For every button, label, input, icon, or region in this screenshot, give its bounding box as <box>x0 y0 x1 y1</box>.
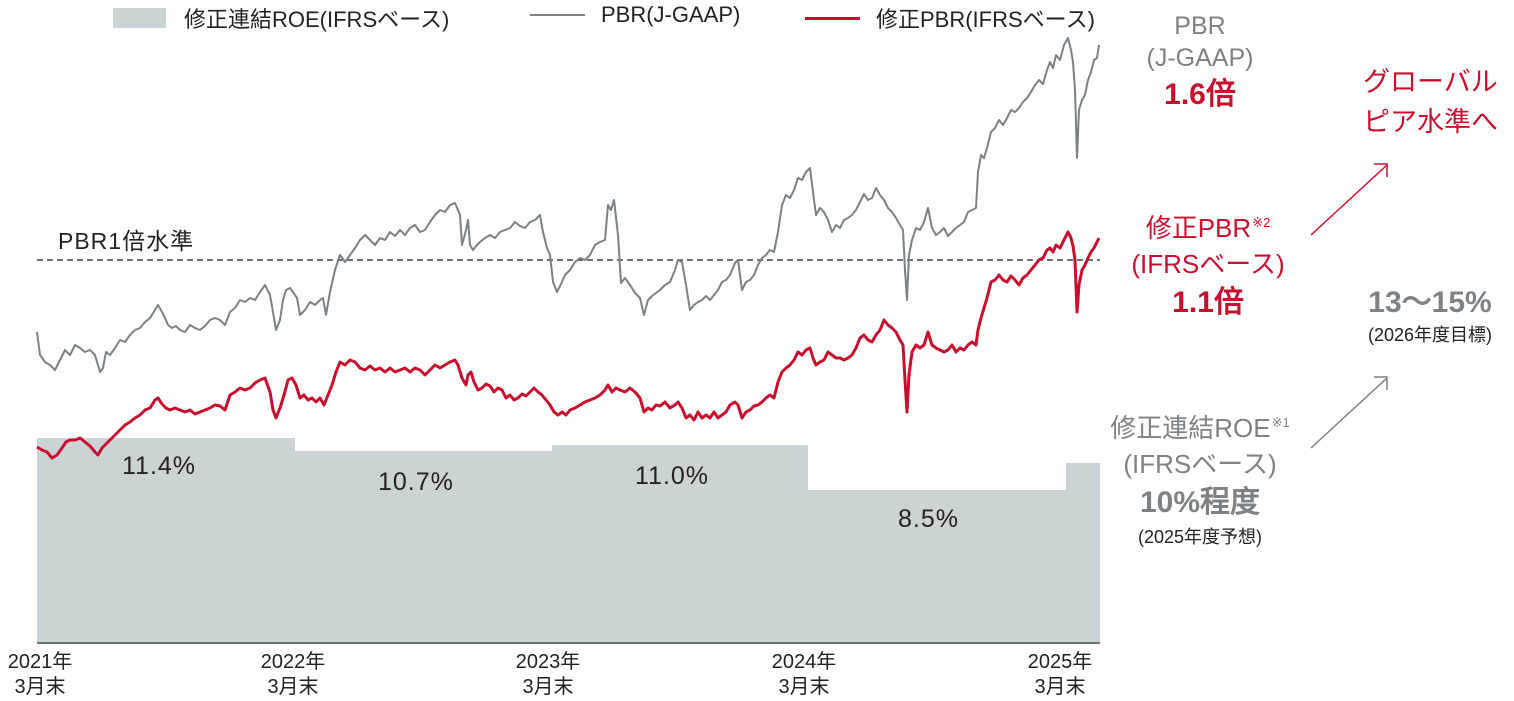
x-tick-year: 2022年 <box>260 651 326 673</box>
roe-target-arrow-icon <box>1310 376 1388 449</box>
annotation-global-peer: グローバル ピア水準へ <box>1363 62 1513 142</box>
annotation-roe-target-value: 13〜15% <box>1368 286 1492 319</box>
annotation-roe-ifrs-title: 修正連結ROE※1 <box>1100 405 1300 446</box>
global-peer-arrow-icon <box>1310 163 1388 236</box>
x-tick-2021: 2021年 3月末 <box>0 650 85 700</box>
annotation-roe-target-sub: (2026年度目標) <box>1367 325 1493 345</box>
x-tick-2022: 2022年 3月末 <box>248 650 338 700</box>
roe-area <box>37 438 1100 643</box>
footnote-mark: ※1 <box>1271 415 1290 430</box>
legend-item-roe: 修正連結ROE(IFRSベース) <box>113 2 449 34</box>
annotation-roe-target: 13〜15% (2026年度目標) <box>1345 283 1514 347</box>
x-tick-2024: 2024年 3月末 <box>759 650 849 700</box>
annotation-roe-ifrs-subtitle: (IFRSベース) <box>1123 449 1277 479</box>
x-tick-month: 3月末 <box>522 676 574 698</box>
annotation-global-peer-line2: ピア水準へ <box>1363 107 1498 137</box>
roe-label-fy2024: 8.5% <box>898 505 959 533</box>
legend-swatch-pbr-jgaap <box>530 14 585 16</box>
annotation-global-peer-line1: グローバル <box>1363 67 1498 97</box>
annotation-roe-ifrs-title-text: 修正連結ROE <box>1110 413 1271 443</box>
annotation-roe-ifrs: 修正連結ROE※1 (IFRSベース) 10%程度 (2025年度予想) <box>1100 405 1300 550</box>
annotation-pbr-ifrs: 修正PBR※2 (IFRSベース) 1.1倍 <box>1108 205 1308 324</box>
pbr-ifrs-line <box>36 230 1101 460</box>
x-tick-year: 2023年 <box>515 651 581 673</box>
annotation-pbr-ifrs-subtitle: (IFRSベース) <box>1131 249 1285 279</box>
x-tick-2023: 2023年 3月末 <box>503 650 593 700</box>
x-tick-year: 2021年 <box>7 651 73 673</box>
x-tick-month: 3月末 <box>1034 676 1086 698</box>
pbr-jgaap-line <box>36 37 1100 373</box>
chart-legend: 修正連結ROE(IFRSベース) PBR(J-GAAP) 修正PBR(IFRSベ… <box>0 0 1140 32</box>
annotation-pbr-jgaap-subtitle: (J-GAAP) <box>1146 44 1254 72</box>
roe-label-fy2022: 10.7% <box>378 468 454 496</box>
legend-item-pbr-jgaap: PBR(J-GAAP) <box>530 2 740 28</box>
x-tick-year: 2025年 <box>1027 651 1093 673</box>
annotation-pbr-jgaap: PBR (J-GAAP) 1.6倍 <box>1120 10 1280 116</box>
legend-swatch-pbr-ifrs <box>805 16 860 20</box>
annotation-roe-ifrs-value: 10%程度 <box>1139 486 1261 519</box>
annotation-pbr-ifrs-title: 修正PBR※2 <box>1108 205 1308 246</box>
annotation-pbr-jgaap-value: 1.6倍 <box>1164 78 1236 111</box>
x-tick-2025: 2025年 3月末 <box>1015 650 1105 700</box>
pbr-1x-reference-label: PBR1倍水準 <box>58 228 195 254</box>
legend-label-pbr-jgaap: PBR(J-GAAP) <box>601 2 741 27</box>
annotation-pbr-jgaap-title: PBR <box>1174 12 1226 40</box>
x-tick-month: 3月末 <box>267 676 319 698</box>
legend-label-roe: 修正連結ROE(IFRSベース) <box>184 7 450 32</box>
x-tick-year: 2024年 <box>771 651 837 673</box>
annotation-roe-ifrs-sub: (2025年度予想) <box>1137 527 1263 547</box>
legend-item-pbr-ifrs: 修正PBR(IFRSベース) <box>805 2 1095 34</box>
annotation-pbr-ifrs-title-text: 修正PBR <box>1145 213 1252 243</box>
legend-label-pbr-ifrs: 修正PBR(IFRSベース) <box>876 7 1095 32</box>
roe-label-fy2021: 11.4% <box>122 452 197 480</box>
footnote-mark: ※2 <box>1252 215 1271 230</box>
annotation-pbr-ifrs-value: 1.1倍 <box>1172 286 1244 319</box>
x-tick-month: 3月末 <box>14 676 66 698</box>
roe-label-fy2023: 11.0% <box>635 462 710 490</box>
x-tick-month: 3月末 <box>778 676 830 698</box>
legend-swatch-roe <box>113 8 166 28</box>
